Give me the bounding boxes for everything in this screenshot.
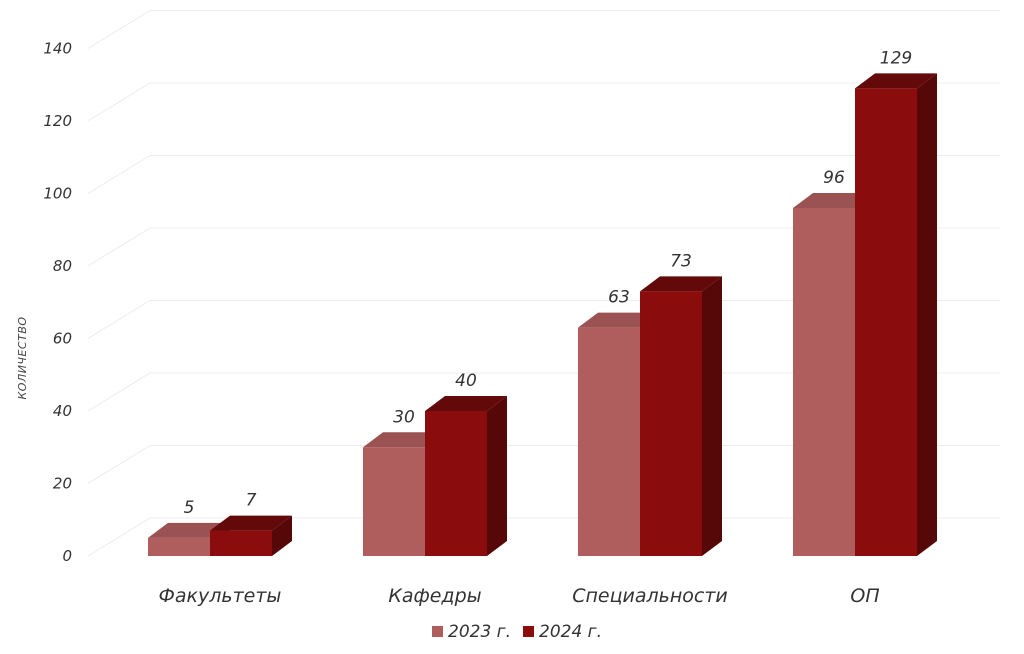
legend-label-2023: 2023 г.	[448, 622, 511, 642]
bar-front-face	[210, 530, 272, 556]
bar-top-face	[640, 276, 722, 292]
bar-front-face	[425, 411, 487, 556]
y-tick-label: 100	[43, 185, 72, 203]
value-label: 30	[393, 407, 415, 427]
legend-swatch-2024	[523, 626, 534, 637]
value-label: 40	[455, 371, 477, 391]
bar-top-face	[425, 396, 507, 411]
grid-lines	[87, 10, 1000, 557]
category-label: Факультеты	[159, 585, 282, 607]
y-tick-label: 140	[43, 40, 72, 58]
value-labels: 5 7 30 40 63 73 96 129	[184, 48, 913, 518]
bar-front-face	[793, 208, 855, 556]
gridline-diagonal	[87, 445, 151, 484]
legend-swatch-2023	[432, 626, 443, 637]
bar-side-face	[272, 515, 292, 556]
category-label: Кафедры	[388, 585, 481, 607]
bar-top-face	[210, 515, 292, 531]
bar-side-face	[702, 276, 722, 556]
bar-front-face	[855, 88, 917, 556]
bar-front-face	[148, 537, 210, 556]
bar-top-face	[578, 312, 660, 328]
bar-2024	[210, 515, 292, 556]
category-label: ОП	[850, 585, 879, 607]
bar-side-face	[917, 73, 937, 556]
bar-2024	[425, 396, 507, 556]
y-axis-ticks: 0 20 40 60 80 100 120 140	[43, 40, 72, 566]
y-tick-label: 60	[53, 330, 72, 348]
gridline-diagonal	[87, 517, 151, 557]
bar-front-face	[578, 327, 640, 556]
y-axis-title: КОЛИЧЕСТВО	[16, 316, 29, 399]
bar-2024	[640, 276, 722, 556]
legend-label-2024: 2024 г.	[539, 622, 602, 642]
y-tick-label: 20	[53, 475, 72, 493]
value-label: 5	[184, 498, 195, 518]
gridline-diagonal	[87, 10, 151, 49]
value-label: 7	[246, 491, 257, 511]
bar-front-face	[363, 447, 425, 556]
bar-top-face	[855, 73, 937, 89]
bar-side-face	[487, 396, 507, 556]
y-tick-label: 0	[62, 547, 72, 565]
gridline-diagonal	[87, 82, 151, 122]
value-label: 73	[670, 251, 692, 271]
bar-2024	[855, 73, 937, 556]
y-tick-label: 120	[43, 112, 72, 130]
y-tick-label: 80	[53, 257, 72, 275]
bar-top-face	[148, 522, 230, 538]
legend: 2023 г. 2024 г.	[432, 622, 602, 642]
gridline-diagonal	[87, 372, 151, 412]
category-label: Специальности	[572, 585, 728, 607]
bar-top-face	[363, 432, 445, 448]
value-label: 96	[823, 168, 845, 188]
gridline-diagonal	[87, 227, 151, 267]
bar-top-face	[793, 193, 875, 208]
value-label: 129	[880, 48, 912, 68]
value-label: 63	[608, 288, 630, 308]
y-tick-label: 40	[53, 402, 72, 420]
category-labels: Факультеты Кафедры Специальности ОП	[159, 585, 880, 607]
gridline-diagonal	[87, 300, 151, 339]
gridline-diagonal	[87, 155, 151, 194]
bars	[148, 73, 937, 556]
bar-front-face	[640, 291, 702, 556]
